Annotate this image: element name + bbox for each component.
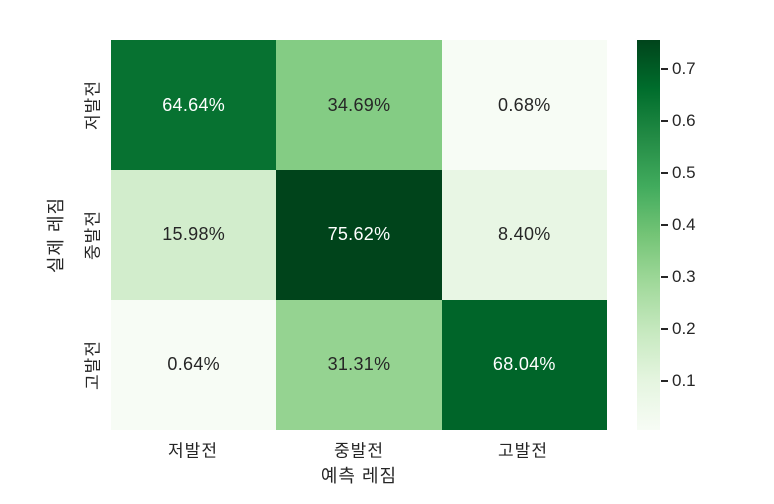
heatmap-cell-2-1: 31.31% [276,299,442,430]
heatmap-cell-1-2: 8.40% [441,169,607,300]
y-tick-label-row2: 고발전 [83,340,103,390]
heatmap-cell-1-0: 15.98% [111,169,277,300]
colorbar-tick-label: 0.1 [672,371,696,391]
x-tick-label-col1: 중발전 [334,441,384,461]
heatmap-cell-2-2: 68.04% [441,299,607,430]
heatmap-grid: 64.64% 34.69% 0.68% 15.98% 75.62% 8.40% 0.64% 3… [111,40,607,430]
x-axis-label: 예측 레짐 [320,466,398,486]
heatmap-cell-0-1: 34.69% [276,40,442,170]
colorbar-tick-mark [661,172,668,175]
colorbar-tick-0.2: 0.2 [661,319,696,339]
colorbar-tick-mark [661,380,668,383]
colorbar-tick-0.7: 0.7 [661,59,696,79]
colorbar-ticks: 0.7 0.6 0.5 0.4 0.3 0.2 0.1 [661,40,731,430]
colorbar-tick-0.3: 0.3 [661,267,696,287]
y-tick-label-row0: 저발전 [83,80,103,130]
colorbar-tick-mark [661,328,668,331]
y-tick-label-row1: 중발전 [83,210,103,260]
colorbar-tick-label: 0.6 [672,111,696,131]
heatmap-cell-2-0: 0.64% [111,299,277,430]
colorbar-tick-mark [661,276,668,279]
colorbar-tick-label: 0.4 [672,215,696,235]
colorbar-tick-0.1: 0.1 [661,371,696,391]
x-tick-label-col0: 저발전 [168,441,218,461]
heatmap-cell-1-1: 75.62% [276,169,442,300]
x-tick-label-col2: 고발전 [498,441,548,461]
colorbar-tick-0.5: 0.5 [661,163,696,183]
colorbar-tick-label: 0.3 [672,267,696,287]
colorbar-tick-mark [661,68,668,71]
colorbar-tick-mark [661,224,668,227]
colorbar-tick-label: 0.2 [672,319,696,339]
heatmap-cell-0-2: 0.68% [441,40,607,170]
colorbar-tick-mark [661,120,668,123]
colorbar-tick-label: 0.5 [672,163,696,183]
heatmap-cell-0-0: 64.64% [111,40,277,170]
colorbar-tick-label: 0.7 [672,59,696,79]
y-axis-label: 실제 레짐 [46,196,66,274]
colorbar-tick-0.6: 0.6 [661,111,696,131]
colorbar-gradient [637,40,660,430]
colorbar-tick-0.4: 0.4 [661,215,696,235]
